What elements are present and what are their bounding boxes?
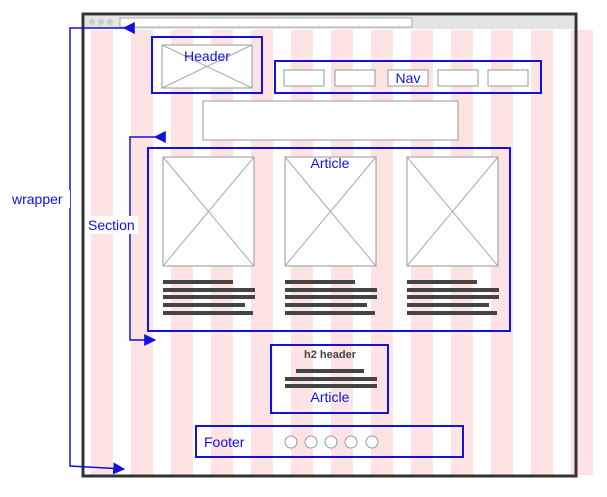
window-dot xyxy=(89,19,95,25)
window-dot xyxy=(107,19,113,25)
image-cross xyxy=(284,156,377,267)
footer-dot xyxy=(365,435,379,449)
grid-column xyxy=(91,30,113,475)
nav-item xyxy=(487,69,529,87)
header-box xyxy=(151,36,263,94)
banner-placeholder xyxy=(202,100,459,141)
browser-window xyxy=(81,12,578,478)
text-line xyxy=(163,311,253,315)
grid-column xyxy=(131,30,153,475)
image-cross xyxy=(161,44,253,89)
text-line xyxy=(285,377,377,381)
label-bg xyxy=(86,216,138,234)
text-line xyxy=(285,280,355,284)
nav-item xyxy=(334,69,376,87)
text-line xyxy=(163,288,255,292)
wrapper-label: wrapper xyxy=(11,191,63,207)
image-cross xyxy=(162,156,255,267)
text-line xyxy=(407,295,499,299)
text-line xyxy=(285,295,377,299)
section-label: Section xyxy=(88,217,135,233)
nav-item xyxy=(387,69,429,87)
text-line xyxy=(285,288,377,292)
section-bracket xyxy=(129,131,166,346)
text-line xyxy=(285,303,367,307)
window-dot xyxy=(98,19,104,25)
label-bg xyxy=(8,190,70,208)
article-label: Article xyxy=(311,155,350,171)
text-line xyxy=(163,295,255,299)
footer-label: Footer xyxy=(204,434,245,450)
nav-box xyxy=(274,60,542,94)
footer-dot xyxy=(324,435,338,449)
text-line xyxy=(163,280,233,284)
text-line xyxy=(285,384,377,388)
text-line xyxy=(285,311,375,315)
grid-column xyxy=(531,30,553,475)
h2-header: h2 header xyxy=(304,349,357,361)
text-line xyxy=(407,288,499,292)
footer-dot xyxy=(304,435,318,449)
text-line xyxy=(407,280,477,284)
wrapper-bracket xyxy=(69,22,135,475)
footer-dot xyxy=(284,435,298,449)
image-cross xyxy=(406,156,499,267)
header-label: Header xyxy=(184,48,230,64)
footer-box xyxy=(195,425,464,458)
text-line xyxy=(163,303,245,307)
nav-item xyxy=(283,69,325,87)
nav-item xyxy=(437,69,479,87)
grid-column xyxy=(571,30,593,475)
text-line xyxy=(407,311,497,315)
grid-column xyxy=(491,30,513,475)
aside-box xyxy=(270,344,389,414)
grid-column xyxy=(251,30,273,475)
address-bar xyxy=(119,17,413,28)
footer-dot xyxy=(344,435,358,449)
aside-label: Article xyxy=(311,389,350,405)
text-line xyxy=(296,369,364,373)
nav-label: Nav xyxy=(396,70,421,86)
text-line xyxy=(407,303,489,307)
